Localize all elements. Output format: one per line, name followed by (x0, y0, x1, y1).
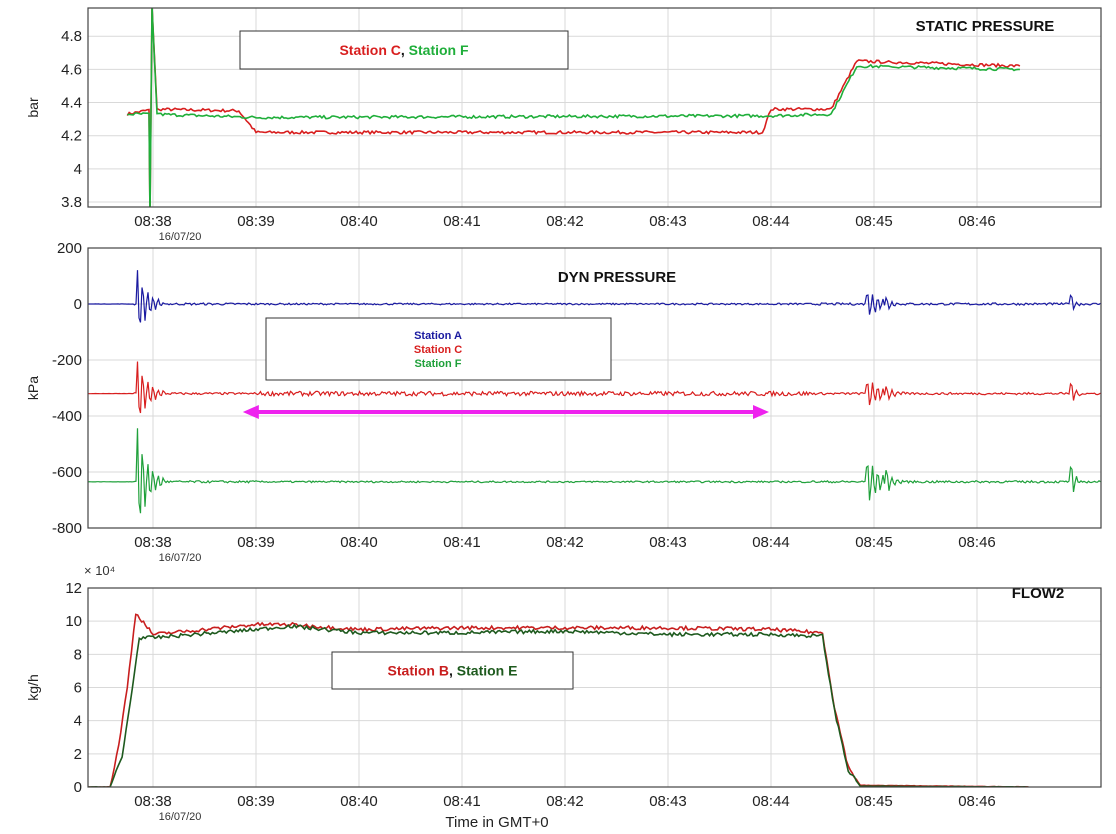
legend-text: Station B, Station E (388, 663, 518, 679)
x-tick-label: 08:40 (340, 793, 378, 810)
y-axis-label: kg/h (25, 674, 41, 700)
x-tick-label: 08:44 (752, 534, 790, 551)
plot-area (126, 8, 1021, 207)
plot-frame (87, 7, 1102, 208)
x-tick-label: 08:45 (855, 534, 893, 551)
x-tick-label: 08:39 (237, 793, 275, 810)
y-tick-label: 200 (57, 240, 82, 257)
y-axis-label: kPa (25, 376, 41, 400)
x-tick-label: 08:42 (546, 534, 584, 551)
x-tick-label: 08:41 (443, 534, 481, 551)
x-tick-label: 08:44 (752, 213, 790, 230)
x-tick-label: 08:42 (546, 213, 584, 230)
y-tick-label: 4.4 (61, 95, 82, 112)
x-tick-label: 08:46 (958, 534, 996, 551)
y-tick-label: 4.2 (61, 128, 82, 145)
series-line-station-a (88, 270, 1101, 323)
chart-title: FLOW2 (1012, 585, 1065, 602)
y-tick-label: 4 (74, 161, 82, 178)
legend-entry: Station C (414, 344, 462, 356)
x-tick-label: 08:43 (649, 213, 687, 230)
x-tick-label: 08:43 (649, 534, 687, 551)
legend-box (265, 317, 612, 381)
plot-frame (87, 587, 1102, 788)
series-line-station-b (88, 613, 1029, 787)
x-tick-label: 08:43 (649, 793, 687, 810)
y-tick-label: 8 (74, 646, 82, 663)
y-tick-label: 12 (65, 580, 82, 597)
x-tick-label: 08:38 (134, 793, 172, 810)
annotation-arrow-head-left (242, 405, 259, 419)
date-label: 16/07/20 (159, 231, 202, 243)
series-line-station-f (88, 428, 1101, 514)
series-line-station-c (88, 361, 1101, 414)
legend-box (239, 30, 569, 70)
legend-entry: Station E (457, 663, 518, 679)
y-tick-label: 4 (74, 713, 82, 730)
legend-entry: Station F (414, 358, 461, 370)
x-tick-label: 08:41 (443, 213, 481, 230)
y-axis-label: bar (25, 97, 41, 118)
series-line-station-f (127, 8, 1020, 207)
y-tick-label: 3.8 (61, 194, 82, 211)
chart-title: STATIC PRESSURE (916, 18, 1055, 35)
y-exponent-label: × 10⁴ (84, 563, 115, 578)
y-tick-label: 4.8 (61, 28, 82, 45)
plot-area (88, 613, 1029, 787)
x-axis-label: Time in GMT+0 (445, 814, 548, 831)
series-line-station-c (126, 8, 1021, 207)
x-tick-label: 08:40 (340, 213, 378, 230)
x-tick-label: 08:45 (855, 793, 893, 810)
x-tick-label: 08:39 (237, 213, 275, 230)
y-tick-label: 0 (74, 296, 82, 313)
legend-separator: , (401, 42, 409, 58)
legend-separator: , (449, 663, 457, 679)
x-tick-label: 08:44 (752, 793, 790, 810)
chart-title: DYN PRESSURE (558, 269, 676, 286)
y-tick-label: -600 (52, 464, 82, 481)
legend-box (331, 651, 574, 690)
date-label: 16/07/20 (159, 552, 202, 564)
x-tick-label: 08:39 (237, 534, 275, 551)
legend-entry: Station A (414, 330, 462, 342)
x-tick-label: 08:40 (340, 534, 378, 551)
annotation-arrow-head-right (753, 405, 769, 419)
chart-panel-2: 200 0 -200 -400 -600 -800 08:38 08:39 08:40 08:41… (25, 240, 1102, 564)
legend-entry: Station F (409, 42, 469, 58)
x-tick-label: 08:38 (134, 213, 172, 230)
y-tick-label: -200 (52, 352, 82, 369)
y-tick-label: 6 (74, 680, 82, 697)
y-tick-label: 0 (74, 779, 82, 796)
legend-entry: Station C (339, 42, 400, 58)
x-tick-label: 08:46 (958, 793, 996, 810)
x-tick-label: 08:41 (443, 793, 481, 810)
x-tick-label: 08:42 (546, 793, 584, 810)
y-tick-label: 4.6 (61, 61, 82, 78)
y-tick-label: 2 (74, 746, 82, 763)
legend-entry: Station B (388, 663, 449, 679)
y-tick-label: -400 (52, 408, 82, 425)
x-tick-label: 08:38 (134, 534, 172, 551)
legend-text: Station C, Station F (339, 42, 469, 58)
x-tick-label: 08:46 (958, 213, 996, 230)
y-tick-label: -800 (52, 520, 82, 537)
chart-panel-1: 3.8 4 4.2 4.4 4.6 4.8 08:38 08:39 08:40 08:41 08:4… (25, 7, 1102, 243)
chart-panel-3: 0 2 4 6 8 10 12 08:38 08:39 08:40 08:41 08:42 08:43 0… (25, 563, 1102, 831)
series-line-station-e (88, 623, 1029, 787)
plot-frame (87, 247, 1102, 529)
y-tick-label: 10 (65, 613, 82, 630)
x-tick-label: 08:45 (855, 213, 893, 230)
date-label: 16/07/20 (159, 811, 202, 823)
plot-area (88, 270, 1101, 514)
